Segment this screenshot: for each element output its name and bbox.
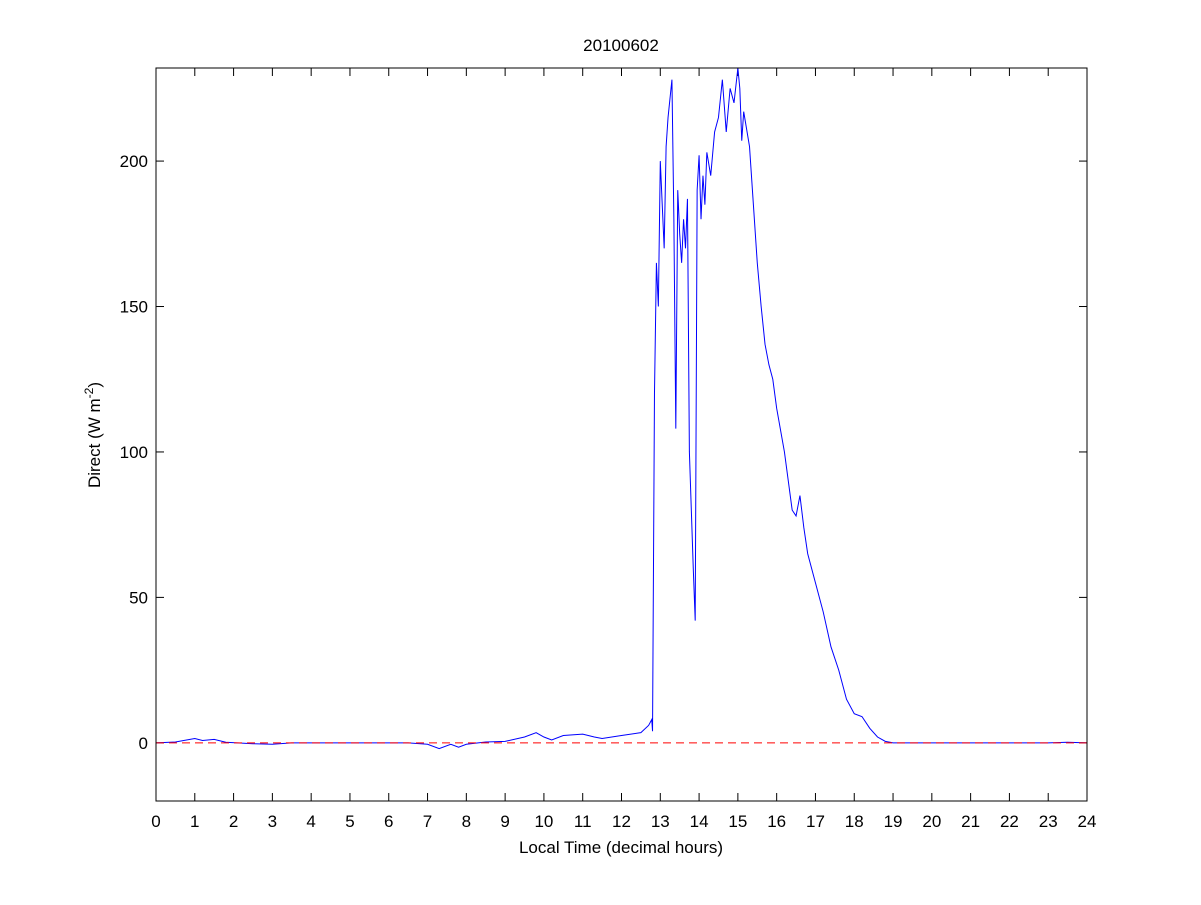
x-tick-label: 14 xyxy=(690,812,709,831)
x-tick-label: 9 xyxy=(500,812,509,831)
x-tick-label: 19 xyxy=(884,812,903,831)
y-tick-label: 150 xyxy=(120,298,148,317)
y-label-sup: -2 xyxy=(82,387,96,398)
x-tick-label: 3 xyxy=(268,812,277,831)
x-tick-label: 6 xyxy=(384,812,393,831)
x-tick-label: 16 xyxy=(767,812,786,831)
y-label-text: Direct (W m xyxy=(85,398,104,488)
x-tick-label: 20 xyxy=(922,812,941,831)
y-tick-label: 0 xyxy=(139,734,148,753)
plot-frame xyxy=(155,67,1088,802)
x-tick-label: 2 xyxy=(229,812,238,831)
x-tick-label: 11 xyxy=(574,812,592,831)
y-axis-label: Direct (W m-2) xyxy=(82,382,104,488)
x-tick-label: 5 xyxy=(345,812,354,831)
x-tick-label: 24 xyxy=(1078,812,1097,831)
x-tick-label: 13 xyxy=(651,812,670,831)
x-tick-label: 18 xyxy=(845,812,864,831)
x-tick-label: 1 xyxy=(190,812,199,831)
x-tick-label: 10 xyxy=(534,812,553,831)
x-tick-label: 21 xyxy=(961,812,980,831)
x-tick-label: 17 xyxy=(806,812,825,831)
x-tick-label: 22 xyxy=(1000,812,1019,831)
x-tick-label: 4 xyxy=(306,812,315,831)
y-tick-label: 200 xyxy=(120,152,148,171)
x-tick-label: 0 xyxy=(151,812,160,831)
y-tick-label: 100 xyxy=(120,443,148,462)
x-tick-label: 23 xyxy=(1039,812,1058,831)
x-tick-label: 8 xyxy=(462,812,471,831)
x-tick-label: 12 xyxy=(612,812,631,831)
chart-title: 20100602 xyxy=(583,36,659,55)
data-line xyxy=(155,67,1088,750)
x-tick-label: 7 xyxy=(423,812,432,831)
y-tick-label: 50 xyxy=(129,588,148,607)
x-axis-label: Local Time (decimal hours) xyxy=(519,838,723,857)
x-tick-label: 15 xyxy=(728,812,747,831)
y-label-end: ) xyxy=(85,382,104,388)
